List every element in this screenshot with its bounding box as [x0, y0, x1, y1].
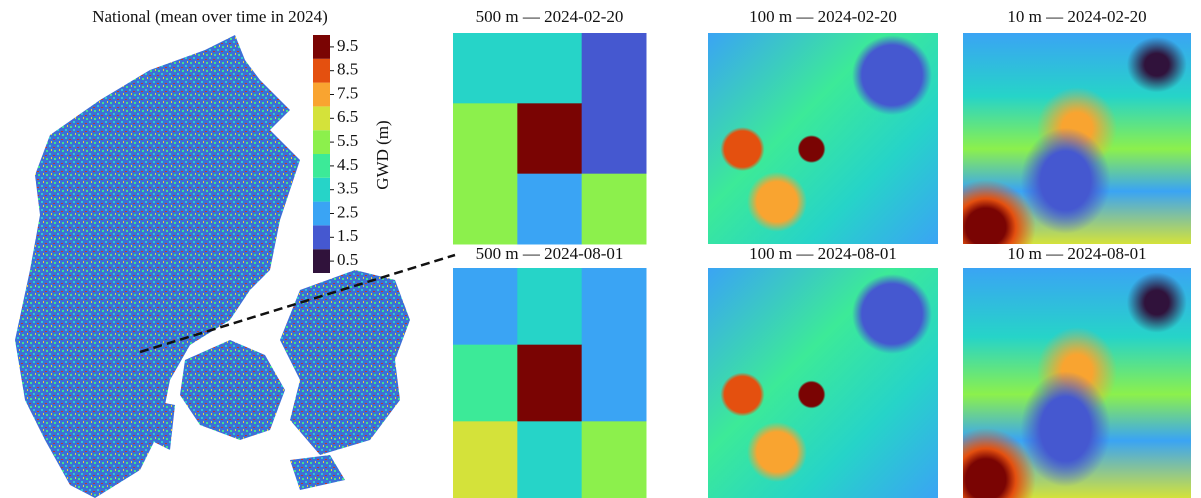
colorbar-segment	[313, 130, 330, 154]
raster-texture	[963, 33, 1191, 244]
grid-cell	[453, 268, 518, 345]
map-title: National (mean over time in 2024)	[92, 7, 328, 26]
colorbar-segment	[313, 35, 330, 59]
panel-title: 500 m — 2024-02-20	[476, 7, 624, 26]
grid-cell	[582, 421, 647, 498]
panel-title: 100 m — 2024-08-01	[749, 244, 897, 263]
grid-cell	[582, 268, 647, 345]
colorbar-tick-label: 0.5	[337, 250, 358, 269]
raster-texture	[963, 268, 1191, 498]
colorbar-segment	[313, 59, 330, 83]
raster-panel	[963, 33, 1191, 244]
panel-title: 10 m — 2024-08-01	[1007, 244, 1146, 263]
grid-cell	[582, 345, 647, 422]
raster-texture	[708, 33, 938, 244]
colorbar-tick-label: 4.5	[337, 155, 358, 174]
grid-cell	[453, 174, 518, 245]
colorbar-tick-label: 5.5	[337, 131, 358, 150]
colorbar-segment	[313, 178, 330, 202]
raster-panel	[708, 268, 938, 498]
grid-cell	[517, 174, 582, 245]
raster-panel	[708, 33, 938, 244]
panel-title: 500 m — 2024-08-01	[476, 244, 624, 263]
grid-cell	[517, 268, 582, 345]
colorbar-tick-label: 8.5	[337, 60, 358, 79]
grid-cell	[582, 174, 647, 245]
grid-cell	[453, 103, 518, 174]
colorbar-tick-label: 9.5	[337, 36, 358, 55]
grid-cell	[453, 345, 518, 422]
colorbar-tick-label: 6.5	[337, 107, 358, 126]
colorbar-segment	[313, 154, 330, 178]
raster-panel	[963, 268, 1191, 498]
grid-cell	[582, 103, 647, 174]
panel-title: 10 m — 2024-02-20	[1007, 7, 1146, 26]
panel-title: 100 m — 2024-02-20	[749, 7, 897, 26]
colorbar-label: GWD (m)	[373, 120, 392, 189]
colorbar: 0.5 1.5 2.5 3.5 4.5 5.5 6.5 7.5 8.5 9.5	[313, 35, 358, 273]
panels: 500 m — 2024-02-20 100 m — 2024-02-20 10 m…	[453, 7, 1191, 498]
grid-cell	[517, 345, 582, 422]
colorbar-segment	[313, 249, 330, 273]
grid-cell	[517, 33, 582, 104]
colorbar-tick-label: 3.5	[337, 179, 358, 198]
colorbar-tick-label: 7.5	[337, 83, 358, 102]
colorbar-segment	[313, 225, 330, 249]
grid-cell	[582, 33, 647, 104]
grid-cell	[517, 421, 582, 498]
colorbar-segment	[313, 202, 330, 226]
colorbar-segment	[313, 83, 330, 107]
figure: National (mean over time in 2024) GWD (m…	[0, 0, 1201, 498]
grid-cell	[517, 103, 582, 174]
grid-cell	[453, 421, 518, 498]
colorbar-segment	[313, 106, 330, 130]
colorbar-tick-label: 2.5	[337, 202, 358, 221]
colorbar-tick-label: 1.5	[337, 226, 358, 245]
grid-cell	[453, 33, 518, 104]
raster-texture	[708, 268, 938, 498]
